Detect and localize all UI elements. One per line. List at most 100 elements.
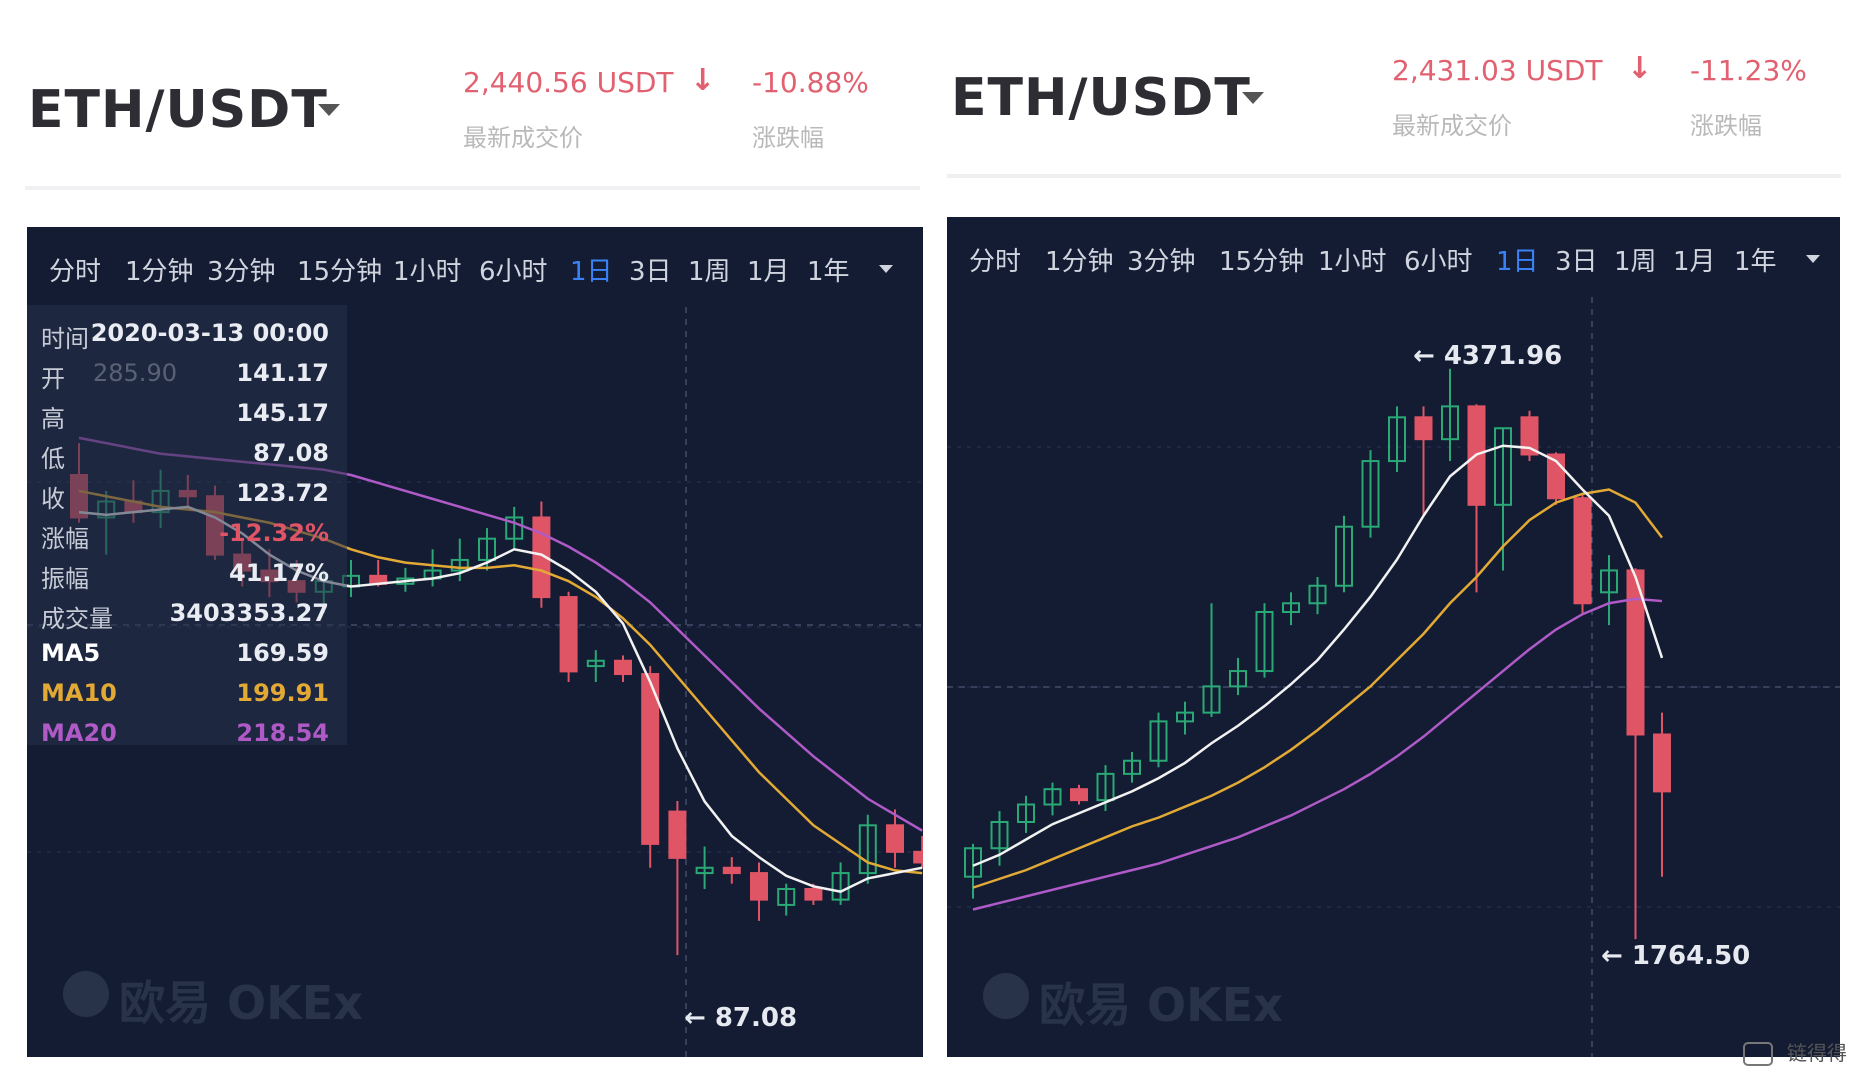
candle[interactable] — [964, 843, 982, 899]
ticker-header: ETH/USDT 2,431.03 USDT ↓ -11.23% 最新成交价 涨… — [947, 0, 1863, 190]
candle[interactable] — [1017, 795, 1035, 833]
candle[interactable] — [1361, 450, 1380, 538]
candle[interactable] — [641, 666, 660, 868]
candle[interactable] — [695, 846, 714, 889]
candle[interactable] — [777, 883, 796, 916]
candle[interactable] — [1255, 603, 1274, 678]
candle-body — [641, 673, 660, 845]
candle[interactable] — [990, 811, 1009, 866]
okex-logo-icon — [63, 971, 109, 1017]
candle[interactable] — [1176, 701, 1194, 735]
info-value: -12.32% — [219, 519, 329, 547]
candle[interactable] — [668, 800, 687, 956]
candle-body — [1626, 569, 1645, 736]
logo-icon — [1743, 1042, 1773, 1066]
candle[interactable] — [586, 650, 605, 682]
candle[interactable] — [1335, 515, 1353, 593]
tab-3[interactable]: 15分钟 — [297, 257, 383, 287]
watermark: 欧易 OKEx — [1039, 978, 1283, 1032]
tab-7[interactable]: 3日 — [1555, 247, 1598, 277]
chevron-down-icon[interactable] — [1242, 92, 1264, 104]
candle[interactable] — [1467, 404, 1486, 593]
candle-body — [668, 810, 687, 859]
candle[interactable] — [1070, 784, 1088, 805]
candle[interactable] — [423, 549, 442, 587]
chart-plot[interactable] — [947, 217, 1840, 1057]
tab-0[interactable]: 分时 — [969, 247, 1022, 277]
tab-5[interactable]: 6小时 — [479, 257, 548, 287]
info-value: 2020-03-13 00:00 — [90, 319, 329, 347]
tab-10[interactable]: 1年 — [807, 257, 850, 287]
tab-7[interactable]: 3日 — [629, 257, 672, 287]
candle[interactable] — [1520, 410, 1539, 462]
tab-6[interactable]: 1日 — [570, 257, 613, 287]
candle[interactable] — [1626, 568, 1645, 940]
candle[interactable] — [886, 809, 904, 868]
price-change: -11.23% — [1690, 54, 1807, 87]
candle-body — [1414, 416, 1433, 441]
candle[interactable] — [750, 862, 768, 921]
tab-9[interactable]: 1月 — [747, 257, 790, 287]
candle[interactable] — [1282, 592, 1300, 626]
candle[interactable] — [1573, 493, 1592, 615]
candle[interactable] — [1388, 406, 1406, 472]
chevron-down-icon[interactable] — [318, 104, 340, 116]
candle[interactable] — [1229, 657, 1247, 696]
candle[interactable] — [1043, 782, 1062, 816]
info-ghost-value: 285.90 — [93, 359, 177, 387]
candle[interactable] — [532, 501, 551, 608]
tab-4[interactable]: 1小时 — [1318, 247, 1387, 277]
tab-4[interactable]: 1小时 — [393, 257, 462, 287]
info-value: 199.91 — [236, 679, 329, 707]
candle-body — [1176, 711, 1194, 723]
pair-selector[interactable]: ETH/USDT — [951, 68, 1251, 128]
tab-3[interactable]: 15分钟 — [1219, 247, 1305, 277]
candlestick-chart[interactable]: 分时 1分钟 3分钟 15分钟 1小时 6小时 1日 3日 1周 1月 1年 欧易 OKEx ← 4… — [947, 217, 1840, 1057]
tab-8[interactable]: 1周 — [688, 257, 731, 287]
candle[interactable] — [1414, 406, 1433, 516]
tab-5[interactable]: 6小时 — [1404, 247, 1473, 277]
candle[interactable] — [505, 506, 524, 550]
ma10-line — [972, 488, 1663, 889]
candle[interactable] — [913, 835, 923, 868]
candle[interactable] — [1653, 712, 1671, 877]
candle[interactable] — [1494, 427, 1512, 571]
tab-1[interactable]: 1分钟 — [1045, 247, 1114, 277]
candle[interactable] — [1600, 555, 1618, 626]
candle-body — [1229, 670, 1247, 688]
candle[interactable] — [858, 814, 877, 884]
candle[interactable] — [1202, 603, 1221, 717]
interval-toolbar: 分时 1分钟 3分钟 15分钟 1小时 6小时 1日 3日 1周 1月 1年 — [27, 227, 923, 305]
candle-body — [1361, 460, 1380, 528]
candle[interactable] — [1441, 368, 1459, 462]
candle-body — [450, 558, 469, 572]
pair-selector[interactable]: ETH/USDT — [28, 80, 328, 140]
info-row-3: 低 87.08 — [41, 439, 341, 479]
tab-9[interactable]: 1月 — [1673, 247, 1716, 277]
candle[interactable] — [1308, 577, 1327, 615]
tab-6[interactable]: 1日 — [1496, 247, 1539, 277]
candle[interactable] — [559, 591, 578, 682]
candlestick-chart[interactable]: 分时 1分钟 3分钟 15分钟 1小时 6小时 1日 3日 1周 1月 1年 时间 2020-03-1… — [27, 227, 923, 1057]
candle-body — [886, 824, 904, 853]
more-intervals-icon[interactable] — [1806, 255, 1820, 263]
ticker-header: ETH/USDT 2,440.56 USDT ↓ -10.88% 最新成交价 涨… — [0, 0, 928, 190]
price-change: -10.88% — [752, 66, 869, 99]
tab-2[interactable]: 3分钟 — [207, 257, 276, 287]
candle[interactable] — [1123, 752, 1141, 783]
candle-body — [1149, 720, 1168, 762]
candle[interactable] — [1149, 712, 1168, 768]
candle[interactable] — [614, 655, 632, 682]
tab-8[interactable]: 1周 — [1614, 247, 1657, 277]
tab-1[interactable]: 1分钟 — [125, 257, 194, 287]
tab-10[interactable]: 1年 — [1734, 247, 1777, 277]
more-intervals-icon[interactable] — [879, 265, 893, 273]
price-change-label: 涨跌幅 — [1690, 112, 1762, 140]
tab-0[interactable]: 分时 — [49, 257, 102, 287]
candle-body — [1335, 525, 1353, 587]
tab-2[interactable]: 3分钟 — [1127, 247, 1196, 277]
candle[interactable] — [722, 857, 741, 884]
candle[interactable] — [831, 862, 850, 905]
candle-body — [777, 888, 796, 906]
info-label: 涨幅 — [41, 525, 89, 553]
